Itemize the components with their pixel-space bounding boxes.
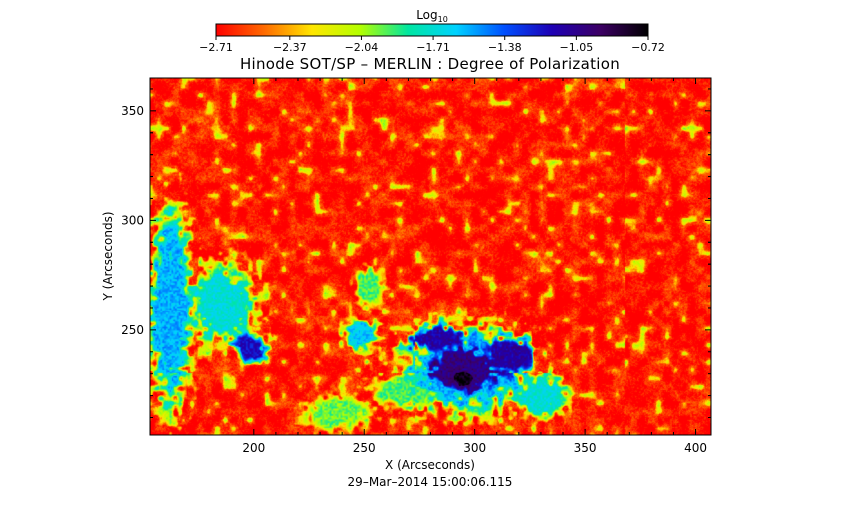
colorbar-label: Log10	[416, 8, 448, 24]
y-tick-label: 350	[121, 104, 144, 118]
x-tick-label: 400	[684, 441, 707, 455]
x-axis-label: X (Arcseconds)	[385, 458, 475, 472]
colorbar-ticks: −2.71 −2.37 −2.04 −1.71 −1.38 −1.05 −0.72	[199, 36, 665, 54]
chart-title: Hinode SOT/SP – MERLIN : Degree of Polar…	[240, 55, 620, 73]
colorbar-gradient	[215, 23, 649, 37]
x-axis-ticks: 200 250 300 350 400	[242, 78, 707, 455]
colorbar: Log10 −2.71 −2.37 −2.04 −1.71 −1.38 −1.05 −0.7…	[199, 8, 665, 54]
colorbar-tick-label: −2.71	[199, 41, 233, 54]
x-tick-label: 250	[353, 441, 376, 455]
y-axis-label: Y (Arcseconds)	[101, 211, 115, 301]
colorbar-tick-label: −0.72	[631, 41, 665, 54]
y-tick-label: 250	[121, 323, 144, 337]
colorbar-tick-label: −1.05	[560, 41, 594, 54]
x-tick-label: 300	[463, 441, 486, 455]
plot-area: 200 250 300 350 400 350 300 250	[121, 77, 712, 455]
y-axis-ticks: 350 300 250	[121, 88, 711, 418]
colorbar-tick-label: −1.38	[488, 41, 522, 54]
colorbar-tick-label: −2.37	[273, 41, 307, 54]
colorbar-tick-label: −1.71	[416, 41, 450, 54]
x-tick-label: 200	[242, 441, 265, 455]
y-tick-label: 300	[121, 213, 144, 227]
timestamp: 29–Mar–2014 15:00:06.115	[348, 475, 513, 489]
polarization-heatmap-image	[150, 78, 711, 435]
colorbar-tick-label: −2.04	[345, 41, 379, 54]
x-tick-label: 350	[574, 441, 597, 455]
